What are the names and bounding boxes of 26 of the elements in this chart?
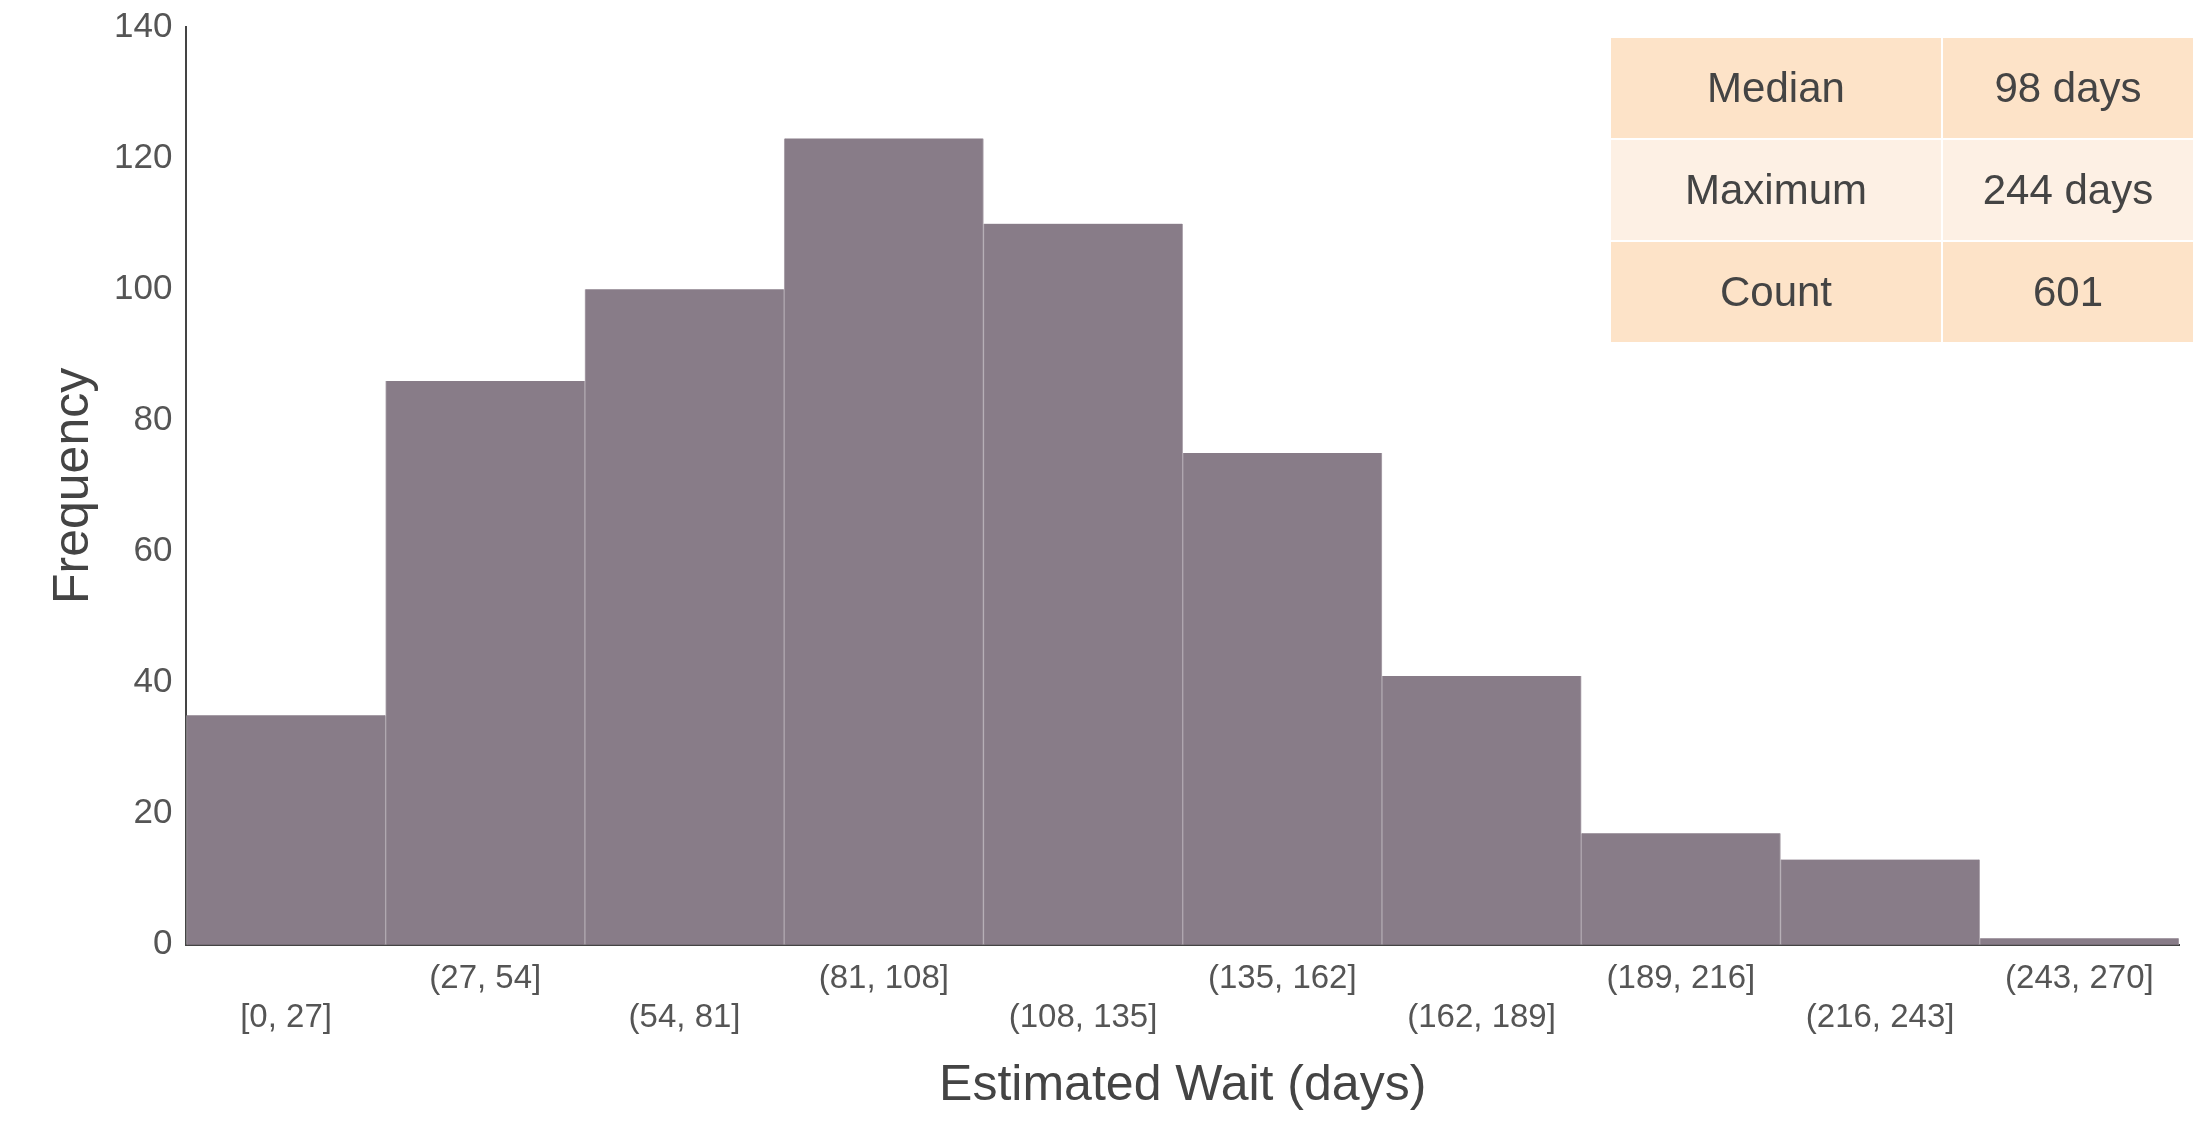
annotation: 98 days [1942, 37, 2194, 139]
annotation: Maximum [1610, 139, 1942, 241]
x-tick-label: (243, 270] [2005, 957, 2154, 995]
y-tick-label: 40 [133, 660, 173, 700]
y-tick-label: 100 [113, 266, 173, 306]
x-tick-label: (54, 81] [628, 997, 741, 1035]
y-tick-label: 140 [113, 4, 173, 44]
x-tick-label: (135, 162] [1208, 957, 1357, 995]
annotation: Count [1610, 241, 1942, 343]
annotation: 601 [1942, 241, 2194, 343]
y-axis-title: Frequency [42, 367, 99, 605]
y-tick-label: 20 [133, 791, 173, 831]
y-tick-label: 120 [113, 135, 173, 175]
x-tick-label: (27, 54] [429, 957, 542, 995]
x-tick-label: (216, 243] [1805, 997, 1955, 1035]
x-tick-label: (162, 189] [1407, 997, 1556, 1035]
y-tick-label: 0 [152, 922, 173, 962]
x-tick-label: (81, 108] [818, 957, 949, 995]
x-axis-title: Estimated Wait (days) [939, 1054, 1427, 1111]
annotation: Median [1610, 37, 1942, 139]
x-tick-label: [0, 27] [240, 997, 332, 1035]
annotation: 244 days [1942, 139, 2194, 241]
y-tick-label: 80 [133, 398, 173, 437]
x-tick-label: (189, 216] [1606, 957, 1756, 995]
y-tick-label: 60 [133, 529, 173, 569]
x-tick-label: (108, 135] [1008, 997, 1158, 1035]
